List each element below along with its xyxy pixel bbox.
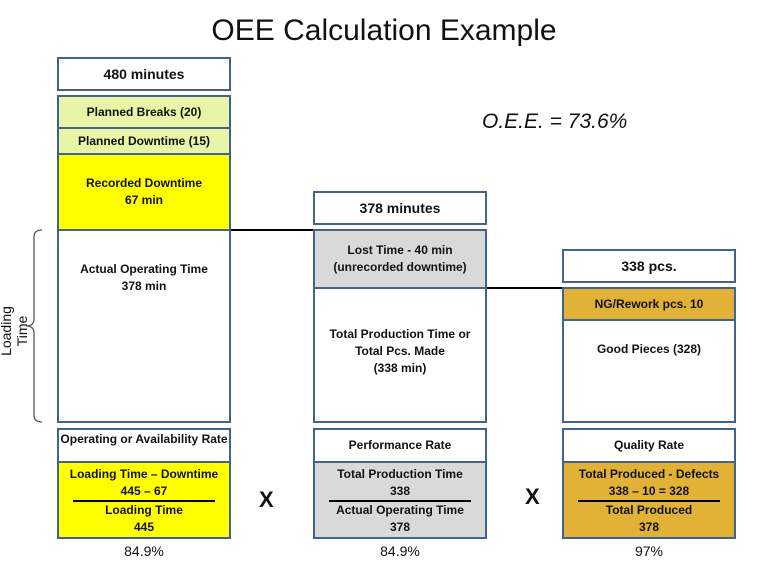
performance-formula-box: Total Production Time 338 Actual Operati… — [313, 461, 487, 539]
production-time-box: Total Production Time or Total Pcs. Made… — [313, 287, 487, 423]
connector-line-availability — [230, 229, 314, 231]
quality-denominator-label: Total Produced — [605, 503, 693, 517]
availability-rate-label: Operating or Availability Rate — [60, 432, 228, 446]
recorded-downtime-box: Recorded Downtime 67 min — [57, 153, 231, 231]
total-pieces-label: 338 pcs. — [621, 257, 677, 274]
performance-result: 84.9% — [380, 543, 420, 559]
good-pieces-label: Good Pieces (328) — [596, 342, 702, 356]
availability-denominator-label: Loading Time — [105, 503, 183, 517]
quality-denominator-value: 378 — [638, 520, 660, 534]
planned-breaks-label: Planned Breaks (20) — [86, 104, 202, 119]
lost-time-label: Lost Time - 40 min — [347, 243, 453, 257]
page-title: OEE Calculation Example — [211, 14, 557, 47]
actual-operating-time-label: Actual Operating Time — [80, 262, 208, 276]
performance-denominator-label: Actual Operating Time — [336, 503, 464, 517]
performance-rate-label: Performance Rate — [348, 438, 452, 452]
lost-time-box: Lost Time - 40 min (unrecorded downtime) — [313, 229, 487, 289]
quality-numerator-label: Total Produced - Defects — [578, 467, 720, 481]
recorded-downtime-value: 67 min — [124, 193, 163, 207]
performance-rate-header: Performance Rate — [313, 428, 487, 463]
quality-rate-label: Quality Rate — [613, 438, 685, 452]
availability-result: 84.9% — [124, 543, 164, 559]
fraction-bar — [73, 500, 215, 502]
total-time-box: 480 minutes — [57, 57, 231, 91]
actual-operating-time-box: Actual Operating Time 378 min — [57, 229, 231, 423]
availability-rate-header: Operating or Availability Rate — [57, 428, 231, 463]
planned-downtime-box: Planned Downtime (15) — [57, 127, 231, 155]
connector-line-performance — [486, 287, 563, 289]
quality-rate-header: Quality Rate — [562, 428, 736, 463]
multiply-icon: X — [525, 484, 540, 509]
recorded-downtime-label: Recorded Downtime — [85, 176, 202, 190]
availability-formula-box: Loading Time – Downtime 445 – 67 Loading… — [57, 461, 231, 539]
performance-numerator-value: 338 — [389, 484, 411, 498]
availability-denominator-value: 445 — [133, 520, 155, 534]
quality-numerator-value: 338 – 10 = 328 — [608, 484, 690, 498]
actual-operating-time-value: 378 min — [121, 279, 167, 293]
production-time-line2: Total Pcs. Made — [355, 344, 445, 358]
quality-formula-box: Total Produced - Defects 338 – 10 = 328 … — [562, 461, 736, 539]
total-time-label: 480 minutes — [103, 65, 185, 82]
production-time-line3: (338 min) — [373, 361, 427, 375]
performance-denominator-value: 378 — [389, 520, 411, 534]
good-pieces-box: Good Pieces (328) — [562, 319, 736, 423]
planned-downtime-label: Planned Downtime (15) — [77, 133, 211, 148]
fraction-bar — [329, 500, 471, 502]
production-time-line1: Total Production Time or — [329, 327, 471, 341]
fraction-bar — [578, 500, 720, 502]
total-pieces-box: 338 pcs. — [562, 249, 736, 283]
multiply-icon: X — [259, 487, 274, 512]
lost-time-note: (unrecorded downtime) — [333, 260, 467, 274]
ng-rework-box: NG/Rework pcs. 10 — [562, 287, 736, 321]
availability-numerator-value: 445 – 67 — [120, 484, 168, 498]
quality-result: 97% — [634, 543, 664, 559]
availability-numerator-label: Loading Time – Downtime — [69, 467, 219, 481]
loading-time-brace-icon — [25, 229, 43, 423]
ng-rework-label: NG/Rework pcs. 10 — [594, 296, 704, 311]
operating-time-box: 378 minutes — [313, 191, 487, 225]
operating-time-label: 378 minutes — [359, 199, 441, 216]
planned-breaks-box: Planned Breaks (20) — [57, 95, 231, 129]
oee-result: O.E.E. = 73.6% — [482, 110, 628, 133]
performance-numerator-label: Total Production Time — [337, 467, 463, 481]
